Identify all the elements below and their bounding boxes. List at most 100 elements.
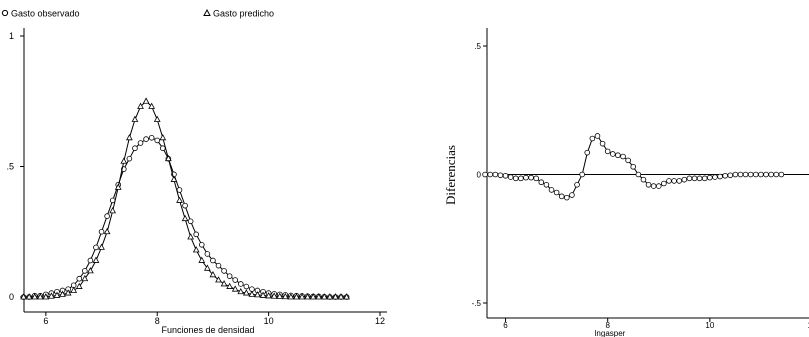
data-point-circle — [232, 277, 239, 283]
data-point-circle — [564, 194, 570, 201]
data-point-circle — [737, 171, 744, 178]
data-point-circle — [221, 268, 227, 274]
data-point-triangle — [114, 183, 122, 190]
data-point-circle — [182, 202, 188, 209]
data-point-triangle — [198, 256, 206, 263]
data-point-circle — [773, 171, 780, 178]
data-point-circle — [98, 228, 105, 235]
data-point-circle — [763, 171, 769, 178]
data-point-triangle — [81, 274, 89, 282]
data-point-circle — [666, 178, 672, 184]
data-point-triangle — [309, 293, 317, 300]
data-point-circle — [676, 178, 682, 184]
data-point-triangle — [159, 133, 167, 141]
data-point-circle — [594, 133, 601, 139]
data-point-triangle — [36, 293, 44, 300]
y-tick-label: .5 — [474, 42, 481, 51]
data-point-circle — [76, 275, 83, 282]
data-point-triangle — [259, 291, 267, 298]
data-point-triangle — [276, 292, 284, 299]
data-point-circle — [722, 172, 728, 179]
data-point-circle — [742, 171, 749, 178]
data-point-circle — [243, 283, 250, 290]
data-point-triangle — [332, 293, 339, 300]
data-point-circle — [237, 281, 244, 287]
data-point-triangle — [153, 115, 161, 122]
data-point-triangle — [187, 233, 195, 240]
data-point-triangle — [281, 292, 289, 300]
data-point-circle — [661, 180, 667, 187]
data-point-circle — [132, 145, 138, 152]
y-tick-label: 0 — [9, 292, 14, 302]
legend: Gasto observado Gasto predicho — [1, 8, 274, 19]
data-point-triangle — [326, 293, 334, 300]
legend-triangle-marker — [203, 8, 211, 16]
x-axis-title: lngasper — [595, 329, 626, 337]
series-group — [20, 97, 350, 300]
y-tick-label: 1 — [9, 31, 14, 41]
data-point-triangle — [59, 290, 66, 297]
data-point-circle — [635, 171, 642, 178]
data-point-triangle — [92, 256, 100, 263]
legend-label-observed: Gasto observado — [11, 9, 80, 19]
data-point-circle — [210, 257, 216, 264]
x-tick-label: 6 — [503, 321, 508, 330]
difference-chart: -.5 0 .5 6 8 10 12 Diferencias lngasper — [443, 28, 809, 337]
data-point-triangle — [109, 207, 117, 214]
data-point-circle — [553, 189, 560, 196]
data-point-triangle — [164, 154, 172, 162]
data-point-circle — [538, 179, 545, 186]
data-point-circle — [148, 134, 155, 141]
data-point-circle — [753, 171, 759, 178]
data-point-triangle — [48, 292, 55, 299]
data-point-triangle — [304, 293, 311, 300]
data-point-circle — [143, 136, 149, 142]
data-point-circle — [604, 148, 611, 155]
data-point-triangle — [31, 293, 39, 300]
data-point-triangle — [20, 293, 27, 300]
data-point-circle — [584, 149, 591, 156]
data-point-circle — [528, 174, 534, 181]
data-point-circle — [574, 181, 580, 188]
data-point-triangle — [226, 282, 234, 289]
data-point-circle — [599, 140, 606, 147]
data-point-circle — [732, 171, 739, 178]
data-point-circle — [681, 176, 688, 183]
y-ticks: 0.51 — [6, 31, 24, 302]
data-point-triangle — [270, 292, 278, 299]
data-point-triangle — [98, 243, 105, 250]
y-axis-title: Diferencias — [443, 145, 458, 205]
data-point-circle — [609, 151, 616, 157]
data-point-triangle — [215, 276, 222, 283]
x-ticks: 6 8 10 12 — [503, 318, 809, 330]
data-point-circle — [215, 262, 222, 269]
data-point-circle — [758, 171, 764, 178]
data-point-triangle — [25, 293, 33, 300]
data-point-triangle — [103, 227, 111, 235]
data-point-triangle — [70, 286, 78, 293]
data-point-circle — [625, 157, 631, 164]
data-point-circle — [548, 187, 555, 193]
data-point-circle — [487, 171, 494, 178]
data-point-triangle — [248, 290, 256, 297]
data-point-circle — [497, 172, 504, 179]
data-point-circle — [615, 152, 621, 159]
data-point-circle — [701, 175, 708, 182]
data-point-triangle — [298, 293, 306, 300]
data-point-circle — [482, 171, 488, 178]
data-point-triangle — [343, 293, 350, 300]
data-point-circle — [176, 187, 183, 193]
data-point-circle — [104, 213, 110, 219]
data-point-triangle — [120, 157, 128, 164]
data-point-circle — [712, 174, 718, 180]
data-point-triangle — [75, 282, 83, 289]
data-point-circle — [543, 181, 550, 188]
x-ticks: 6 8 10 12 — [43, 312, 385, 326]
data-point-circle — [93, 244, 99, 251]
data-point-triangle — [176, 196, 183, 203]
data-point-circle — [589, 135, 596, 142]
y-tick-label: 0 — [477, 171, 482, 180]
x-tick-label: 8 — [155, 316, 160, 326]
data-point-triangle — [142, 97, 150, 104]
